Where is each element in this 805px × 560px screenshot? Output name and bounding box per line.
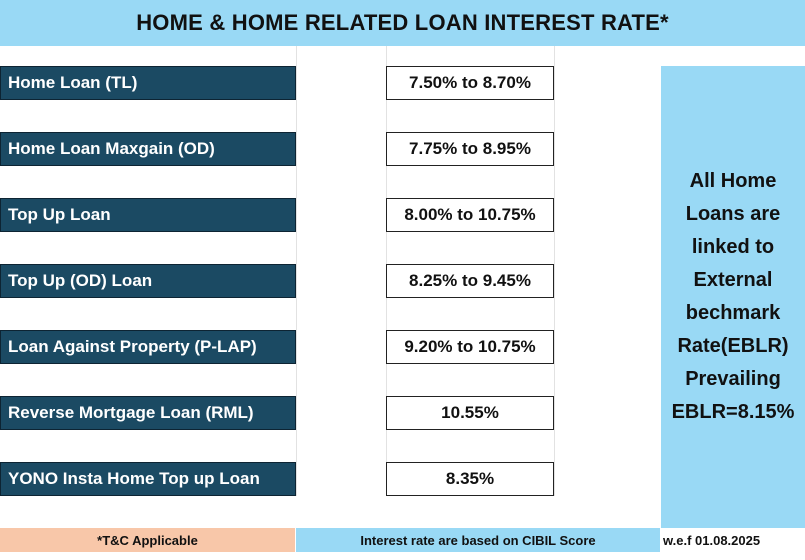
rate-top-up-od: 8.25% to 9.45% — [386, 264, 554, 298]
rate-home-loan: 7.50% to 8.70% — [386, 66, 554, 100]
rate-yono: 8.35% — [386, 462, 554, 496]
rate-maxgain: 7.75% to 8.95% — [386, 132, 554, 166]
loan-label-rml: Reverse Mortgage Loan (RML) — [0, 396, 296, 430]
rate-rml: 10.55% — [386, 396, 554, 430]
grid-line — [554, 46, 555, 496]
eblr-note-panel: All Home Loans are linked to External be… — [661, 66, 805, 528]
loan-label-home-loan: Home Loan (TL) — [0, 66, 296, 100]
tc-note: *T&C Applicable — [0, 528, 295, 552]
loan-label-maxgain: Home Loan Maxgain (OD) — [0, 132, 296, 166]
grid-line — [296, 46, 297, 496]
rate-top-up: 8.00% to 10.75% — [386, 198, 554, 232]
loan-label-lap: Loan Against Property (P-LAP) — [0, 330, 296, 364]
loan-label-top-up: Top Up Loan — [0, 198, 296, 232]
cibil-note: Interest rate are based on CIBIL Score — [296, 528, 660, 552]
rate-lap: 9.20% to 10.75% — [386, 330, 554, 364]
loan-label-yono: YONO Insta Home Top up Loan — [0, 462, 296, 496]
effective-date: w.e.f 01.08.2025 — [661, 528, 805, 552]
page-title: HOME & HOME RELATED LOAN INTEREST RATE* — [0, 0, 805, 46]
eblr-note: All Home Loans are linked to External be… — [671, 170, 795, 423]
loan-label-top-up-od: Top Up (OD) Loan — [0, 264, 296, 298]
